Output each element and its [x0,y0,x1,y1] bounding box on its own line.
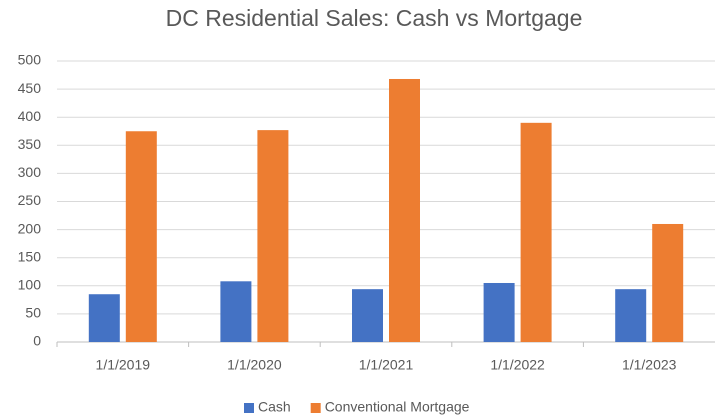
bar [389,78,420,342]
bar [615,289,647,342]
x-tick-label: 1/1/2021 [359,357,414,373]
y-tick-label: 250 [18,192,42,208]
y-tick-label: 50 [25,305,41,321]
y-tick-label: 100 [18,277,42,293]
bar [652,223,684,342]
y-tick-label: 500 [18,52,42,68]
bar [125,131,157,342]
x-tick-label: 1/1/2019 [96,357,151,373]
y-tick-label: 150 [18,248,42,264]
y-tick-label: 450 [18,80,42,96]
bar [352,289,383,342]
y-tick-label: 200 [18,220,42,236]
y-tick-label: 400 [18,108,42,124]
y-tick-label: 350 [18,136,42,152]
x-tick-label: 1/1/2022 [490,357,545,373]
bar [483,282,515,342]
legend-label: Conventional Mortgage [325,399,470,415]
bar [88,294,120,342]
x-tick-label: 1/1/2023 [622,357,677,373]
chart-title: DC Residential Sales: Cash vs Mortgage [166,5,583,31]
bar [220,281,252,342]
bar [257,130,289,342]
legend-swatch [244,403,254,413]
legend-label: Cash [258,399,291,415]
x-tick-label: 1/1/2020 [227,357,282,373]
bar [520,122,552,342]
y-tick-label: 300 [18,164,42,180]
legend-swatch [310,403,321,413]
y-tick-label: 0 [33,333,41,349]
